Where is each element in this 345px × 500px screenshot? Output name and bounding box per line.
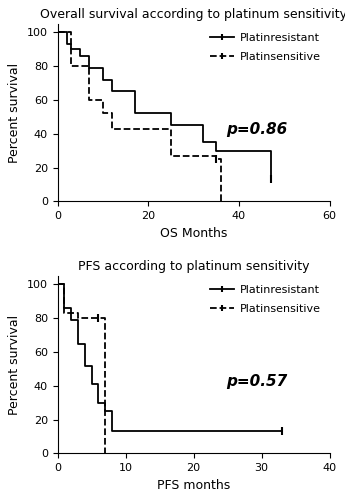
X-axis label: PFS months: PFS months [157, 478, 230, 492]
Legend: Platinresistant, Platinsensitive: Platinresistant, Platinsensitive [206, 30, 324, 65]
Title: Overall survival according to platinum sensitivity: Overall survival according to platinum s… [40, 8, 345, 22]
Text: p=0.86: p=0.86 [226, 122, 287, 137]
Y-axis label: Percent survival: Percent survival [8, 314, 21, 414]
Text: p=0.57: p=0.57 [226, 374, 287, 389]
Y-axis label: Percent survival: Percent survival [8, 62, 21, 162]
Title: PFS according to platinum sensitivity: PFS according to platinum sensitivity [78, 260, 309, 274]
Legend: Platinresistant, Platinsensitive: Platinresistant, Platinsensitive [206, 282, 324, 317]
X-axis label: OS Months: OS Months [160, 226, 227, 239]
